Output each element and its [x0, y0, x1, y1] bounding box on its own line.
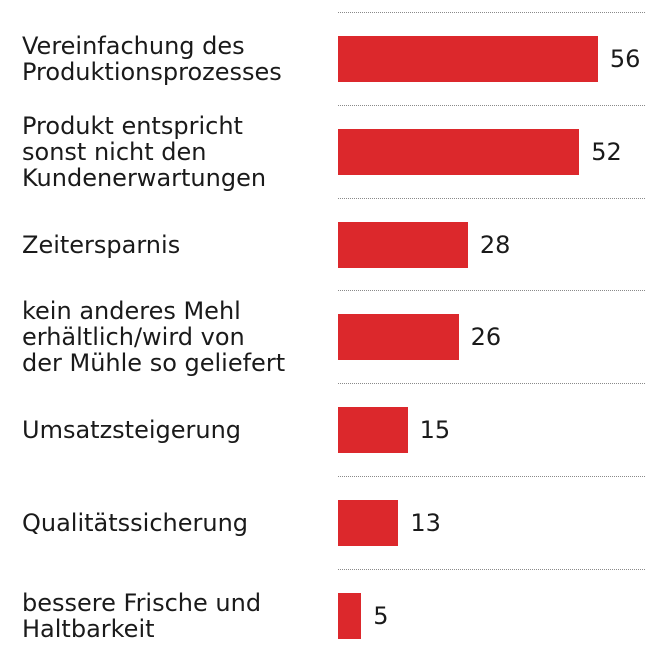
value-label: 15 [419, 416, 451, 445]
category-label: Umsatzsteigerung [22, 416, 242, 445]
bar [338, 314, 459, 361]
value-label: 5 [373, 601, 389, 630]
value-label: 26 [470, 323, 502, 352]
category-label: Vereinfachung des Produktionsprozesses [22, 32, 282, 86]
category-label: Qualitätssicherung [22, 509, 249, 537]
separator [338, 12, 645, 13]
value-label: 56 [609, 45, 641, 73]
separator [338, 104, 645, 106]
bar [338, 592, 362, 639]
separator [338, 383, 645, 385]
bar [338, 407, 408, 454]
value-label: 28 [479, 230, 511, 259]
separator [338, 568, 645, 570]
separator [338, 197, 645, 199]
category-label: Zeitersparnis [22, 230, 181, 259]
bar [338, 36, 598, 82]
value-label: 52 [591, 137, 622, 166]
separator [338, 476, 645, 477]
category-label: kein anderes Mehl erhältlich/wird von de… [22, 297, 286, 378]
bar [338, 128, 580, 175]
separator [338, 290, 645, 292]
bar [338, 500, 399, 546]
value-label: 13 [410, 509, 441, 537]
bar [338, 221, 468, 268]
category-label: bessere Frische und Haltbarkeit [22, 588, 262, 643]
category-label: Produkt entspricht sonst nicht den Kunde… [22, 111, 267, 192]
